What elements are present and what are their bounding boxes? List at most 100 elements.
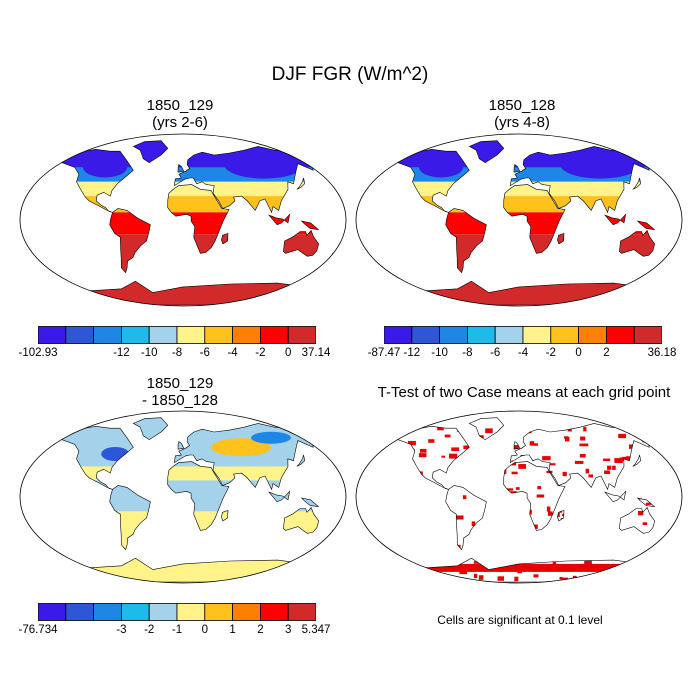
significant-cell xyxy=(617,538,626,542)
significant-cell xyxy=(641,479,646,484)
colorbar-box xyxy=(38,326,67,344)
significant-cell xyxy=(514,576,519,582)
coastline-japan xyxy=(632,454,642,467)
diff-warm-asia xyxy=(211,438,272,457)
significant-cell xyxy=(585,491,590,496)
significant-cell xyxy=(462,495,467,500)
coastline-borneo-sumatra xyxy=(604,490,627,503)
significant-cell xyxy=(612,573,616,578)
significant-cell xyxy=(507,421,517,425)
colorbar-label: -6 xyxy=(199,347,210,359)
significant-cell xyxy=(499,516,506,522)
significant-cell xyxy=(558,539,567,544)
colorbar-label: -2 xyxy=(144,624,155,636)
significant-cell xyxy=(508,552,515,556)
colorbar-label: -12 xyxy=(403,347,421,359)
significant-cell xyxy=(571,497,581,502)
coastline-australia xyxy=(283,506,320,534)
coastline-south-america xyxy=(109,208,151,274)
significant-cell xyxy=(359,484,367,488)
significant-cell xyxy=(476,537,481,541)
coastline-north-america xyxy=(385,148,470,213)
significant-cell xyxy=(618,433,627,439)
significant-cell xyxy=(430,521,435,525)
significant-cell xyxy=(401,515,410,519)
map-border xyxy=(19,133,347,307)
coastline-madagascar xyxy=(557,509,565,522)
significant-cell xyxy=(574,460,584,464)
significant-cell xyxy=(616,549,622,553)
significant-cell xyxy=(407,481,412,484)
significant-cell xyxy=(519,556,528,560)
significant-cell xyxy=(437,425,444,431)
significant-cell xyxy=(603,458,611,461)
significant-cell xyxy=(396,524,400,529)
coastline-new-zealand xyxy=(659,252,674,265)
land-fill xyxy=(44,140,337,305)
colorbar-label: -10 xyxy=(140,347,158,359)
significant-cell xyxy=(560,518,566,523)
ttest-base xyxy=(380,417,673,582)
colorbar-boxes xyxy=(38,603,316,621)
significant-cell xyxy=(525,541,530,547)
significant-cell xyxy=(656,455,661,459)
significant-cell xyxy=(529,441,535,445)
significant-cell xyxy=(514,537,520,542)
panel-2-title: 1850_128 (yrs 4-8) xyxy=(362,97,682,131)
significant-cell xyxy=(428,439,435,443)
colorbar-box xyxy=(522,326,552,344)
colorbar-boxes xyxy=(384,326,662,344)
significant-cell xyxy=(642,469,648,474)
significant-cell xyxy=(573,530,582,534)
significant-cell xyxy=(569,552,576,557)
colorbar-box xyxy=(121,603,150,621)
panel-3-map xyxy=(19,410,347,584)
significant-cell xyxy=(565,436,570,442)
significant-cell xyxy=(530,417,538,422)
significant-cell xyxy=(410,548,418,554)
significant-cell xyxy=(533,574,539,578)
significant-cell xyxy=(572,575,577,579)
significant-cell xyxy=(546,506,551,512)
colorbar-box xyxy=(148,326,178,344)
panel-1-map xyxy=(19,133,347,307)
coastline-uk xyxy=(513,441,521,450)
significant-cell xyxy=(644,577,648,582)
significant-cell xyxy=(451,477,458,482)
significant-cell xyxy=(663,525,669,529)
map-layer xyxy=(44,417,338,583)
coastline-greenland xyxy=(468,140,505,164)
coastline-madagascar xyxy=(221,232,229,245)
significant-cell xyxy=(583,426,587,432)
significant-cell xyxy=(537,486,542,490)
significant-cell xyxy=(406,529,414,535)
significant-cell xyxy=(547,511,553,516)
colorbar-box xyxy=(176,603,206,621)
significant-cell xyxy=(487,490,493,496)
field-band-subtrop xyxy=(380,196,673,213)
significant-cell xyxy=(509,491,517,494)
significant-cell xyxy=(496,559,503,564)
panel-1-title-line1: 1850_129 xyxy=(146,97,214,114)
colorbar-label: -2 xyxy=(545,347,556,359)
colorbar-label: 37.14 xyxy=(301,347,331,359)
coastline-australia xyxy=(619,506,656,534)
significant-cell xyxy=(399,560,404,563)
field-band-trop xyxy=(44,212,337,235)
coastlines xyxy=(380,417,674,583)
significant-cell xyxy=(489,436,497,441)
significant-cell xyxy=(644,455,649,459)
significant-cell xyxy=(541,547,550,552)
significant-cell xyxy=(465,417,469,419)
significant-cell xyxy=(464,430,472,434)
significant-cell xyxy=(415,551,421,555)
significant-cell xyxy=(594,498,600,503)
coastline-new-guinea xyxy=(636,497,656,508)
significant-cell xyxy=(459,558,464,561)
significant-cell xyxy=(640,448,645,452)
significant-cell xyxy=(497,576,505,581)
significant-cell xyxy=(579,453,586,458)
significant-cell xyxy=(404,483,411,488)
significant-cell xyxy=(389,542,394,546)
significant-cell xyxy=(552,512,560,517)
